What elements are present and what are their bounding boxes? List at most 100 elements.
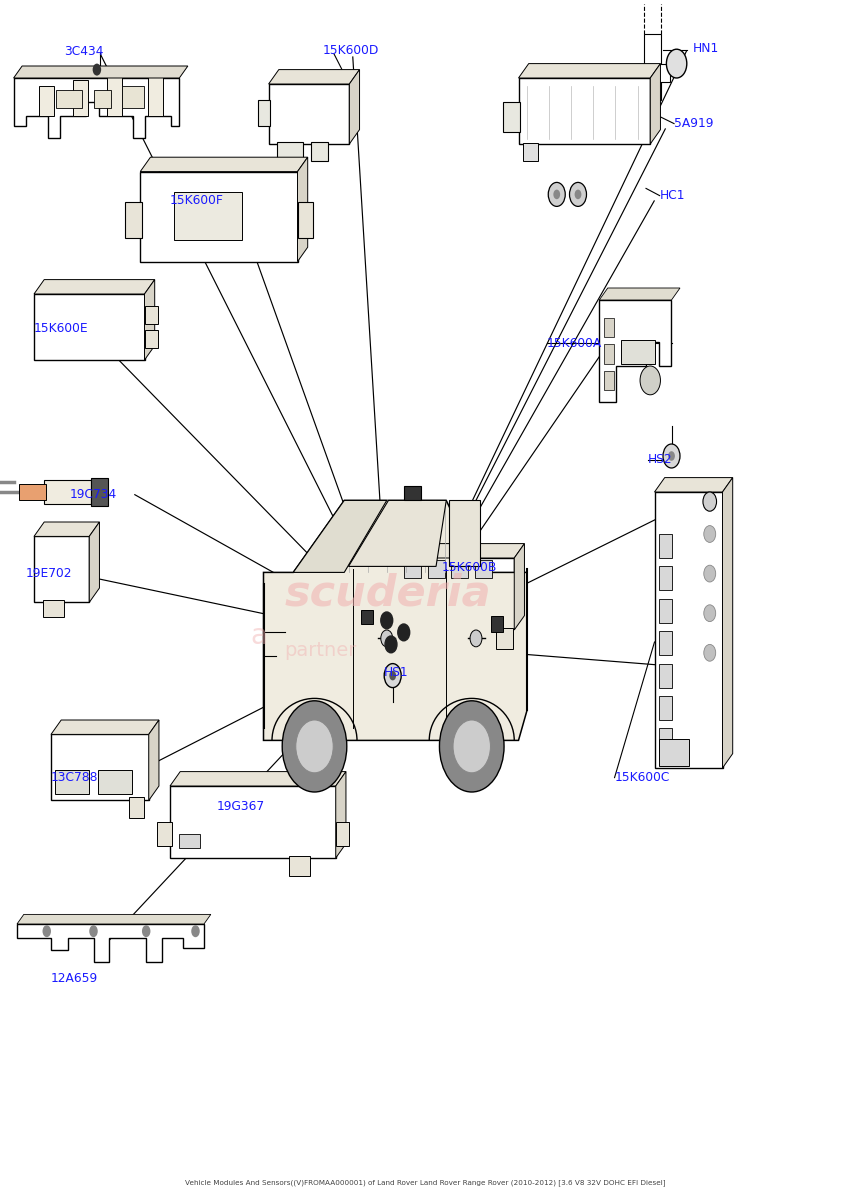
Circle shape xyxy=(296,720,333,773)
Bar xyxy=(298,202,313,238)
Bar xyxy=(73,80,88,116)
Text: HS1: HS1 xyxy=(384,666,409,678)
Circle shape xyxy=(668,451,675,461)
Bar xyxy=(144,330,158,348)
Polygon shape xyxy=(14,78,179,138)
Polygon shape xyxy=(144,280,155,360)
Circle shape xyxy=(385,636,397,653)
Bar xyxy=(659,664,672,688)
Circle shape xyxy=(381,612,393,629)
Polygon shape xyxy=(17,924,204,962)
Bar xyxy=(34,294,144,360)
Bar xyxy=(39,86,54,116)
Bar xyxy=(523,143,538,161)
Bar xyxy=(56,90,82,108)
Text: 15K600D: 15K600D xyxy=(323,44,379,56)
Bar xyxy=(496,628,513,649)
Circle shape xyxy=(666,49,687,78)
Circle shape xyxy=(282,701,347,792)
Polygon shape xyxy=(269,70,360,84)
Bar xyxy=(157,822,172,846)
Polygon shape xyxy=(348,500,446,566)
Bar xyxy=(178,834,200,848)
Bar xyxy=(404,560,421,578)
Bar xyxy=(451,560,468,578)
Circle shape xyxy=(89,925,98,937)
Bar xyxy=(170,786,336,858)
Bar xyxy=(644,34,661,100)
Text: 15K600C: 15K600C xyxy=(615,772,670,784)
Bar xyxy=(44,480,91,504)
Bar xyxy=(51,734,149,800)
Bar xyxy=(269,84,349,144)
Bar xyxy=(140,172,298,262)
Circle shape xyxy=(398,624,410,641)
Bar xyxy=(361,610,373,624)
Polygon shape xyxy=(336,772,346,858)
Polygon shape xyxy=(722,478,733,768)
Text: 15K600F: 15K600F xyxy=(170,194,224,206)
Text: 19E702: 19E702 xyxy=(26,568,72,580)
Bar xyxy=(55,770,89,794)
Polygon shape xyxy=(149,720,159,800)
Bar xyxy=(659,566,672,590)
Bar xyxy=(107,74,122,116)
Bar xyxy=(428,560,445,578)
Circle shape xyxy=(703,492,717,511)
Bar xyxy=(659,696,672,720)
Polygon shape xyxy=(518,64,660,78)
Polygon shape xyxy=(293,500,387,572)
Bar xyxy=(277,142,303,161)
Circle shape xyxy=(548,182,565,206)
Bar xyxy=(659,728,672,752)
Text: HN1: HN1 xyxy=(693,42,719,54)
Text: partner: partner xyxy=(285,641,357,660)
Text: a: a xyxy=(251,622,268,650)
Text: 15K600A: 15K600A xyxy=(547,337,602,349)
Bar xyxy=(311,142,328,161)
Text: 12A659: 12A659 xyxy=(51,972,99,984)
Text: 5A919: 5A919 xyxy=(674,118,713,130)
Bar xyxy=(34,536,89,602)
Bar xyxy=(659,739,688,766)
Polygon shape xyxy=(140,157,308,172)
Text: 15K600E: 15K600E xyxy=(34,323,88,335)
Bar xyxy=(659,534,672,558)
Text: 15K600B: 15K600B xyxy=(442,562,497,574)
Polygon shape xyxy=(14,66,188,78)
Bar xyxy=(604,318,614,337)
Circle shape xyxy=(704,526,716,542)
Bar xyxy=(636,64,670,82)
Circle shape xyxy=(381,630,393,647)
Bar xyxy=(620,340,654,364)
Bar xyxy=(129,797,144,818)
Bar xyxy=(604,344,614,364)
Bar xyxy=(144,306,158,324)
Text: scuderia: scuderia xyxy=(285,572,491,614)
Circle shape xyxy=(384,664,401,688)
Circle shape xyxy=(553,190,560,199)
Bar xyxy=(395,558,514,630)
Bar xyxy=(91,478,108,506)
Bar xyxy=(289,856,310,876)
Polygon shape xyxy=(34,280,155,294)
Polygon shape xyxy=(514,544,524,630)
Circle shape xyxy=(191,925,200,937)
Bar xyxy=(174,192,242,240)
Polygon shape xyxy=(650,64,660,144)
Bar xyxy=(258,100,270,126)
Circle shape xyxy=(704,605,716,622)
Text: 13C788: 13C788 xyxy=(51,772,99,784)
Polygon shape xyxy=(34,522,99,536)
Bar xyxy=(404,486,421,500)
Polygon shape xyxy=(654,478,733,492)
Bar xyxy=(98,770,132,794)
Text: 3C434: 3C434 xyxy=(64,46,103,58)
Circle shape xyxy=(640,366,660,395)
Polygon shape xyxy=(51,720,159,734)
Polygon shape xyxy=(349,70,360,144)
Text: 19C734: 19C734 xyxy=(70,488,117,500)
Circle shape xyxy=(704,644,716,661)
Bar xyxy=(125,202,142,238)
Bar xyxy=(659,631,672,655)
